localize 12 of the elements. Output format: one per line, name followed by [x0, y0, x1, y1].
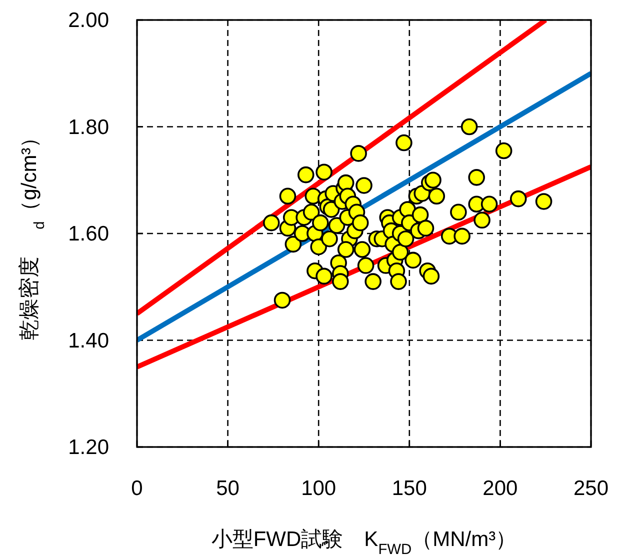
y-tick-label: 2.00	[68, 9, 109, 32]
x-tick-label: 50	[216, 477, 240, 500]
x-tick-label: 200	[482, 477, 518, 500]
y-tick-label: 1.40	[68, 329, 109, 352]
x-tick-label: 250	[573, 477, 609, 500]
x-tick-label: 150	[392, 477, 427, 500]
y-tick-label: 1.60	[68, 222, 109, 246]
x-tick-label: 0	[131, 477, 143, 500]
y-tick-label: 1.80	[68, 116, 109, 139]
x-axis-title: 小型FWD試験 K$_{FWD}$（MN/m³）	[211, 528, 517, 556]
x-tick-label: 100	[301, 477, 336, 500]
y-tick-label: 1.20	[68, 436, 109, 459]
